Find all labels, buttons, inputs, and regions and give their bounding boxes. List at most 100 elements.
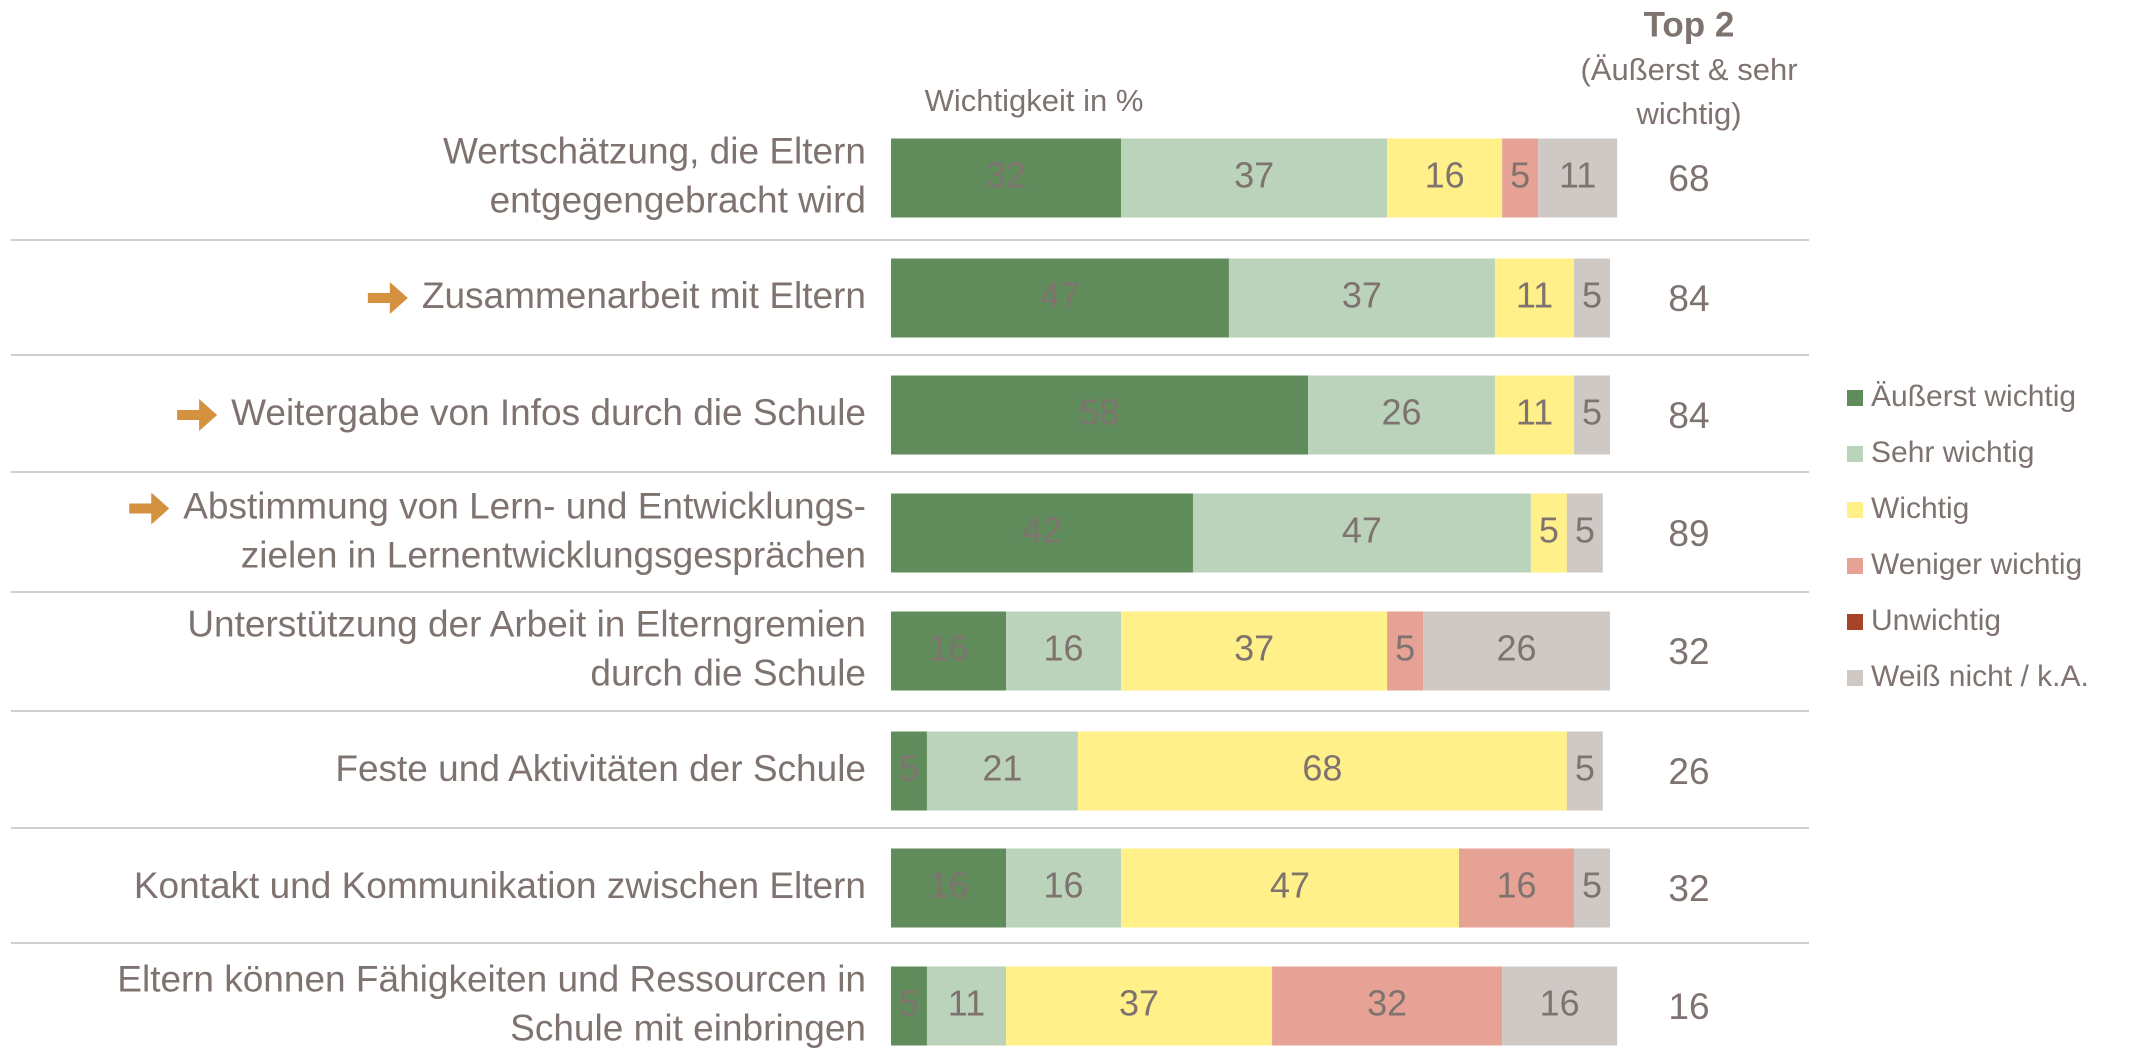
bar-segment [1006,611,1122,691]
top2-title: Top 2 [1644,5,1735,44]
bar-segment [891,375,1309,455]
category-label: entgegengebracht wird [490,179,866,220]
bar-label: 5 [1582,392,1602,433]
legend-swatch [1847,670,1863,686]
bar-label: 5 [1575,748,1595,789]
bar-label: 47 [1040,275,1080,316]
legend-label: Weniger wichtig [1871,548,2082,581]
top2-value: 32 [1668,868,1709,909]
category-label: Schule mit einbringen [510,1007,866,1048]
bar-label: 21 [982,748,1022,789]
bar-label: 37 [1342,275,1382,316]
bar-segment [891,966,927,1046]
bar-label: 68 [1302,748,1342,789]
bar-label: 16 [1540,983,1580,1024]
legend-swatch [1847,614,1863,630]
bar-label: 26 [1381,392,1421,433]
top2-value: 84 [1668,278,1709,319]
top2-value: 84 [1668,395,1709,436]
bar-segment [891,138,1122,218]
top2-subtitle: (Äußerst & sehr [1580,52,1797,87]
bar-segment [891,493,1193,573]
arrow-icon [177,399,218,431]
bar-segment [1574,258,1610,338]
top2-value: 26 [1668,751,1709,792]
category-label: Wertschätzung, die Eltern [443,130,866,171]
arrow-icon [367,282,408,314]
legend-label: Äußerst wichtig [1871,380,2076,413]
legend-swatch [1847,446,1863,462]
bar-label: 5 [1575,510,1595,551]
bar-label: 16 [928,628,968,669]
bar-segment [891,258,1229,338]
bar-segment [1566,731,1603,811]
bar-label: 5 [1582,865,1602,906]
legend-swatch [1847,390,1863,406]
bar-segment [1494,258,1575,338]
bar-label: 5 [899,748,919,789]
bar-label: 37 [1234,628,1274,669]
bar-segment [891,848,1007,928]
bar-label: 11 [1516,392,1553,433]
bar-label: 5 [1395,628,1415,669]
bar-segment [1502,138,1539,218]
category-label: Feste und Aktivitäten der Schule [335,748,866,789]
bar-segment [1308,375,1495,455]
bar-label: 37 [1234,155,1274,196]
top2-value: 68 [1668,158,1709,199]
top2-value: 89 [1668,513,1709,554]
legend-label: Wichtig [1871,492,1969,525]
legend-swatch [1847,502,1863,518]
bar-segment [1538,138,1618,218]
top2-value: 32 [1668,631,1709,672]
bar-label: 16 [1044,628,1084,669]
top2-value: 16 [1668,986,1709,1027]
bar-label: 5 [1539,510,1559,551]
bar-label: 5 [1582,275,1602,316]
bar-label: 42 [1022,510,1062,551]
bar-label: 32 [986,155,1026,196]
bar-label: 11 [1559,155,1596,196]
bar-label: 16 [1497,865,1537,906]
bar-label: 37 [1119,983,1159,1024]
category-label: Zusammenarbeit mit Eltern [422,275,866,316]
bar-segment [891,611,1007,691]
bar-segment [1459,848,1575,928]
bar-label: 32 [1367,983,1407,1024]
bar-label: 47 [1342,510,1382,551]
axis-label: Wichtigkeit in % [925,83,1144,118]
bar-label: 5 [1510,155,1530,196]
bar-segment [891,731,927,811]
bar-segment [926,966,1007,1046]
bar-segment [1387,138,1503,218]
bar-segment [1502,966,1618,1046]
legend-swatch [1847,558,1863,574]
legend-label: Weiß nicht / k.A. [1871,660,2089,693]
bar-segment [926,731,1078,811]
bar-label: 11 [948,983,985,1024]
bar-label: 11 [1516,275,1553,316]
category-label: Unterstützung der Arbeit in Elterngremie… [187,603,866,644]
bar-label: 47 [1270,865,1310,906]
bar-segment [1121,138,1388,218]
category-label: Weitergabe von Infos durch die Schule [231,392,866,433]
legend-label: Unwichtig [1871,604,2001,637]
bar-label: 5 [899,983,919,1024]
bar-label: 16 [1044,865,1084,906]
bar-segment [1077,731,1567,811]
bar-segment [1121,611,1388,691]
legend-label: Sehr wichtig [1871,436,2034,469]
top2-subtitle: wichtig) [1635,96,1741,131]
category-label: Eltern können Fähigkeiten und Ressourcen… [117,958,866,999]
bar-segment [1387,611,1424,691]
bar-label: 16 [928,865,968,906]
category-label: durch die Schule [590,652,866,693]
bar-label: 26 [1497,628,1537,669]
bar-segment [1566,493,1603,573]
bar-label: 58 [1079,392,1119,433]
bar-segment [1006,848,1122,928]
arrow-icon [129,492,170,525]
bar-segment [1574,848,1610,928]
bar-segment [1574,375,1610,455]
